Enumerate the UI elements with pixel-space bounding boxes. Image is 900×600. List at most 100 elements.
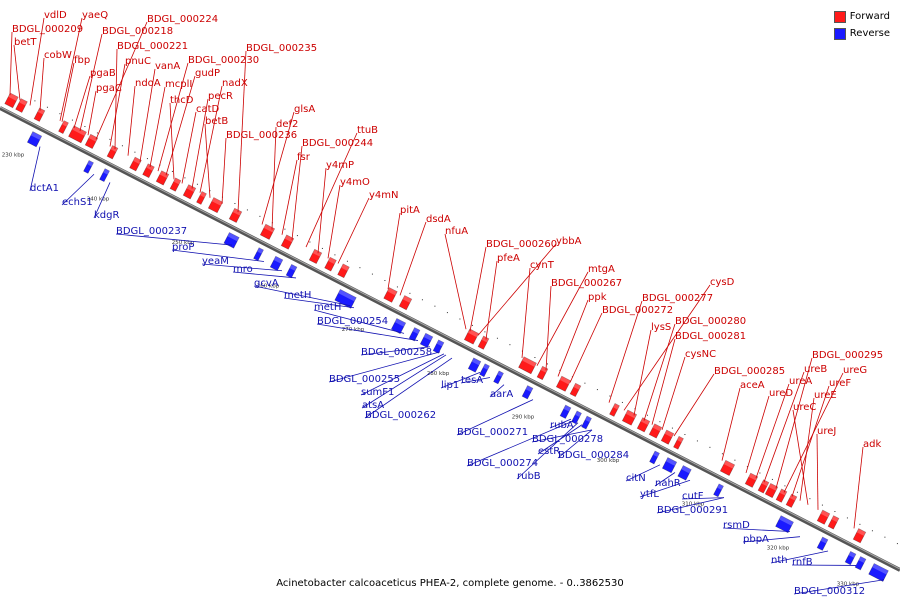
- reverse-label-kdgr: kdgR: [94, 210, 119, 221]
- reverse-gene-box: [99, 168, 110, 183]
- forward-gene-box: [775, 488, 788, 503]
- minor-tick-dot: [821, 504, 823, 506]
- minor-tick-dot: [671, 427, 673, 429]
- minor-tick-dot: [84, 126, 86, 128]
- reverse-leader-line: [29, 146, 41, 192]
- reverse-gene-box: [844, 550, 857, 566]
- forward-label-bdgl-000244: BDGL_000244: [302, 138, 373, 149]
- forward-leader-line: [237, 50, 247, 213]
- reverse-label-bdgl-000274: BDGL_000274: [467, 458, 538, 469]
- reverse-leader-line: [625, 464, 661, 482]
- reverse-leader-line: [360, 353, 445, 396]
- minor-tick-dot: [434, 305, 436, 307]
- forward-leader-line: [673, 373, 715, 437]
- forward-gene-box: [816, 509, 831, 525]
- reverse-label-prop: proP: [172, 242, 194, 253]
- forward-gene-box: [621, 409, 638, 426]
- forward-leader-line: [337, 197, 370, 264]
- forward-gene-box: [15, 98, 28, 113]
- minor-tick-dot: [834, 511, 836, 513]
- reverse-leader-line: [742, 536, 801, 543]
- forward-leader-line: [114, 48, 118, 150]
- reverse-leader-line: [654, 472, 676, 487]
- minor-tick-dot: [784, 485, 786, 487]
- forward-label-bdgl-000281: BDGL_000281: [675, 331, 746, 342]
- forward-gene-box: [648, 423, 663, 439]
- forward-leader-line: [109, 63, 126, 147]
- forward-gene-box: [673, 435, 684, 450]
- reverse-leader-line: [283, 297, 355, 309]
- forward-label-yaeq: yaeQ: [82, 10, 108, 21]
- forward-label-lyss: lysS: [651, 322, 671, 333]
- forward-gene-box: [308, 248, 323, 265]
- forward-gene-box: [477, 335, 490, 350]
- minor-tick-dot: [759, 472, 761, 474]
- minor-tick-dot: [596, 389, 598, 391]
- forward-gene-box: [106, 145, 119, 160]
- tick-label: 230 kbp: [2, 153, 25, 159]
- minor-tick-dot: [134, 151, 136, 153]
- minor-tick-dot: [896, 543, 898, 545]
- reverse-gene-box: [493, 370, 504, 385]
- forward-label-adk: adk: [863, 439, 881, 450]
- forward-leader-line: [755, 383, 790, 479]
- forward-gene-box: [827, 515, 840, 530]
- forward-leader-line: [95, 21, 148, 140]
- reverse-leader-line: [440, 372, 481, 389]
- reverse-leader-line: [456, 399, 534, 436]
- forward-gene-box: [636, 417, 651, 433]
- reverse-leader-line: [531, 429, 593, 443]
- forward-label-pfea: pfeA: [497, 253, 520, 264]
- reverse-leader-line: [364, 357, 453, 419]
- reverse-label-bdgl-000237: BDGL_000237: [116, 226, 187, 237]
- reverse-gene-box: [854, 556, 867, 571]
- legend-label-reverse: Reverse: [849, 28, 890, 39]
- forward-label-ureb: ureB: [804, 364, 827, 375]
- forward-leader-line: [165, 75, 196, 176]
- legend-item-reverse: Reverse: [834, 25, 890, 42]
- forward-leader-line: [199, 85, 223, 193]
- forward-label-bdgl-000230: BDGL_000230: [188, 55, 259, 66]
- forward-leader-line: [444, 233, 467, 330]
- forward-label-acea: aceA: [740, 380, 765, 391]
- forward-leader-line: [521, 267, 531, 358]
- reverse-label-bdgl-000255: BDGL_000255: [329, 374, 400, 385]
- forward-leader-line: [853, 446, 864, 529]
- reverse-leader-line: [313, 309, 405, 334]
- forward-leader-line: [569, 312, 603, 383]
- forward-leader-line: [399, 221, 427, 296]
- forward-gene-box: [757, 479, 770, 494]
- reverse-label-nahr: nahR: [655, 478, 681, 489]
- forward-leader-line: [204, 123, 211, 198]
- reverse-label-aara: aarA: [490, 389, 513, 400]
- forward-leader-line: [139, 68, 156, 162]
- reverse-label-rubb: rubB: [517, 471, 541, 482]
- forward-label-pita: pitA: [400, 205, 420, 216]
- forward-leader-line: [651, 338, 676, 425]
- tick-label: 300 kbp: [597, 458, 620, 464]
- forward-gene-box: [280, 234, 295, 250]
- reverse-label-yeam: yeaM: [202, 256, 229, 267]
- forward-leader-line: [485, 260, 498, 340]
- forward-label-pgac: pgaC: [96, 83, 122, 94]
- forward-leader-line: [149, 86, 166, 168]
- forward-label-bdgl-000295: BDGL_000295: [812, 350, 883, 361]
- forward-leader-line: [721, 387, 741, 461]
- forward-label-dsda: dsdA: [426, 214, 451, 225]
- forward-label-cobw: cobW: [44, 50, 72, 61]
- minor-tick-dot: [734, 459, 736, 461]
- forward-gene-box: [719, 459, 736, 476]
- reverse-leader-line: [489, 384, 505, 398]
- forward-label-mcpli: mcplI: [165, 79, 192, 90]
- reverse-leader-line: [61, 173, 95, 206]
- reverse-label-dcta1: dctA1: [30, 183, 59, 194]
- forward-gene-box: [129, 156, 142, 172]
- reverse-gene-box: [713, 483, 724, 498]
- reverse-leader-line: [639, 479, 691, 498]
- minor-tick-dot: [559, 369, 561, 371]
- minor-tick-dot: [659, 421, 661, 423]
- forward-label-nadx: nadX: [222, 78, 248, 89]
- forward-gene-box: [569, 382, 582, 398]
- forward-leader-line: [59, 17, 83, 121]
- reverse-label-mro: mro: [233, 264, 253, 275]
